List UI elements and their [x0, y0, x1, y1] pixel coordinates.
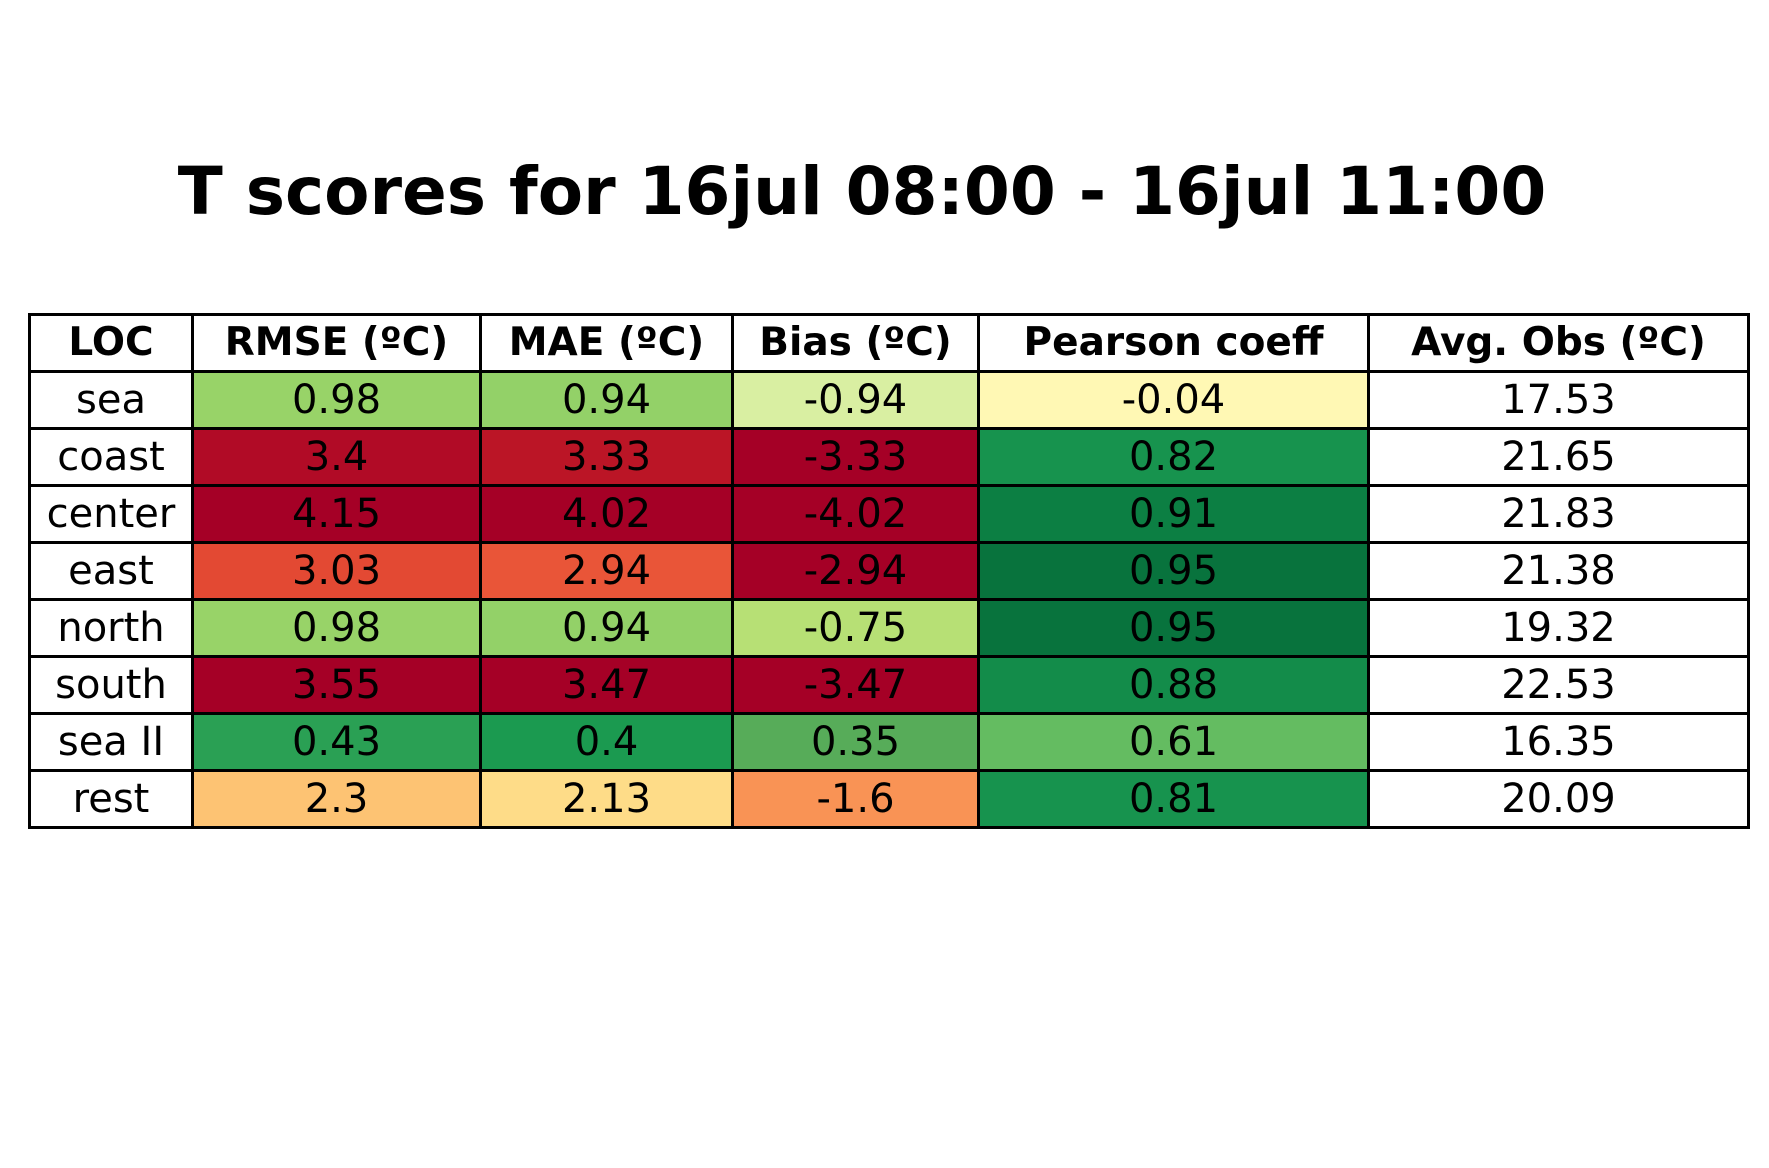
avg-obs-cell: 17.53 — [1367, 370, 1750, 430]
pearson-cell: 0.95 — [977, 541, 1370, 601]
rmse-cell: 0.43 — [191, 712, 482, 772]
rmse-cell: 2.3 — [191, 769, 482, 829]
table-row: rest 2.3 2.13 -1.6 0.81 20.09 — [28, 769, 1750, 829]
rmse-cell: 3.55 — [191, 655, 482, 715]
avg-obs-cell: 19.32 — [1367, 598, 1750, 658]
bias-cell: -0.94 — [731, 370, 980, 430]
bias-cell: -3.33 — [731, 427, 980, 487]
bias-cell: -0.75 — [731, 598, 980, 658]
chart-title: T scores for 16jul 08:00 - 16jul 11:00 — [177, 153, 1547, 230]
bias-cell: 0.35 — [731, 712, 980, 772]
loc-cell: sea — [28, 370, 194, 430]
avg-obs-cell: 21.83 — [1367, 484, 1750, 544]
pearson-cell: 0.95 — [977, 598, 1370, 658]
avg-obs-cell: 22.53 — [1367, 655, 1750, 715]
table-row: sea II 0.43 0.4 0.35 0.61 16.35 — [28, 712, 1750, 772]
mae-cell: 2.94 — [479, 541, 734, 601]
mae-cell: 0.4 — [479, 712, 734, 772]
column-header-bias: Bias (ºC) — [731, 313, 980, 373]
rmse-cell: 3.4 — [191, 427, 482, 487]
table-body: sea 0.98 0.94 -0.94 -0.04 17.53 coast 3.4 3.33 -3… — [28, 370, 1750, 829]
avg-obs-cell: 20.09 — [1367, 769, 1750, 829]
avg-obs-cell: 16.35 — [1367, 712, 1750, 772]
mae-cell: 3.33 — [479, 427, 734, 487]
loc-cell: east — [28, 541, 194, 601]
bias-cell: -2.94 — [731, 541, 980, 601]
table-row: east 3.03 2.94 -2.94 0.95 21.38 — [28, 541, 1750, 601]
mae-cell: 4.02 — [479, 484, 734, 544]
table-row: south 3.55 3.47 -3.47 0.88 22.53 — [28, 655, 1750, 715]
table-row: north 0.98 0.94 -0.75 0.95 19.32 — [28, 598, 1750, 658]
bias-cell: -4.02 — [731, 484, 980, 544]
loc-cell: rest — [28, 769, 194, 829]
mae-cell: 3.47 — [479, 655, 734, 715]
pearson-cell: 0.81 — [977, 769, 1370, 829]
loc-cell: south — [28, 655, 194, 715]
rmse-cell: 0.98 — [191, 598, 482, 658]
column-header-avg-obs: Avg. Obs (ºC) — [1367, 313, 1750, 373]
pearson-cell: 0.91 — [977, 484, 1370, 544]
scores-table: LOC RMSE (ºC) MAE (ºC) Bias (ºC) Pearson… — [28, 313, 1750, 829]
table-row: coast 3.4 3.33 -3.33 0.82 21.65 — [28, 427, 1750, 487]
column-header-pearson: Pearson coeff — [977, 313, 1370, 373]
rmse-cell: 3.03 — [191, 541, 482, 601]
avg-obs-cell: 21.38 — [1367, 541, 1750, 601]
rmse-cell: 4.15 — [191, 484, 482, 544]
column-header-loc: LOC — [28, 313, 194, 373]
pearson-cell: -0.04 — [977, 370, 1370, 430]
mae-cell: 0.94 — [479, 598, 734, 658]
pearson-cell: 0.61 — [977, 712, 1370, 772]
loc-cell: center — [28, 484, 194, 544]
bias-cell: -3.47 — [731, 655, 980, 715]
mae-cell: 2.13 — [479, 769, 734, 829]
table-row: sea 0.98 0.94 -0.94 -0.04 17.53 — [28, 370, 1750, 430]
column-header-mae: MAE (ºC) — [479, 313, 734, 373]
avg-obs-cell: 21.65 — [1367, 427, 1750, 487]
bias-cell: -1.6 — [731, 769, 980, 829]
loc-cell: sea II — [28, 712, 194, 772]
pearson-cell: 0.88 — [977, 655, 1370, 715]
table-row: center 4.15 4.02 -4.02 0.91 21.83 — [28, 484, 1750, 544]
loc-cell: north — [28, 598, 194, 658]
column-header-rmse: RMSE (ºC) — [191, 313, 482, 373]
header-row: LOC RMSE (ºC) MAE (ºC) Bias (ºC) Pearson… — [28, 313, 1750, 373]
rmse-cell: 0.98 — [191, 370, 482, 430]
loc-cell: coast — [28, 427, 194, 487]
mae-cell: 0.94 — [479, 370, 734, 430]
pearson-cell: 0.82 — [977, 427, 1370, 487]
